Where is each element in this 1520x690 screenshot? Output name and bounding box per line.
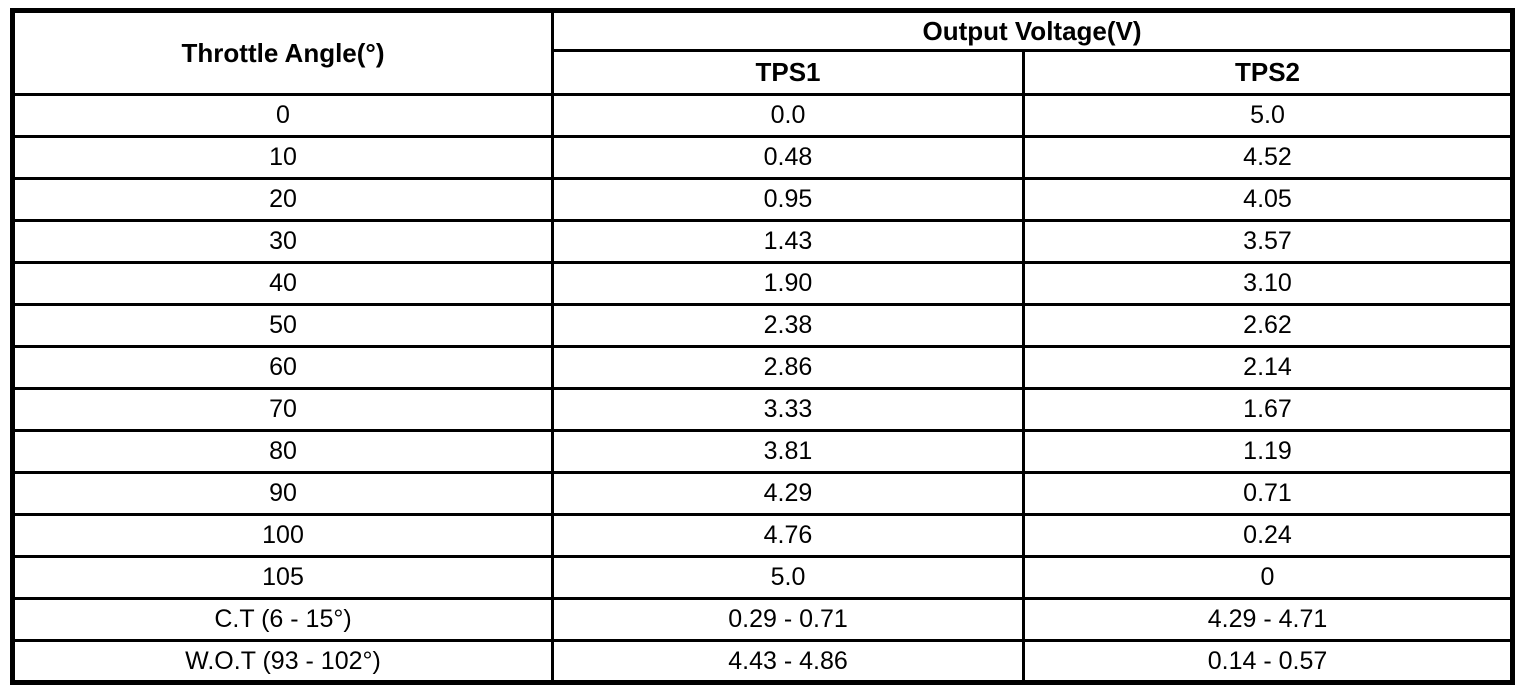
table-header: Throttle Angle(°) Output Voltage(V) TPS1…: [11, 9, 1515, 96]
tps-voltage-table: Throttle Angle(°) Output Voltage(V) TPS1…: [10, 8, 1516, 685]
tps2-header: TPS2: [1021, 49, 1515, 96]
tps2-cell: 4.05: [1021, 177, 1515, 222]
table-row: 40 1.90 3.10: [11, 261, 1515, 306]
table-row: 80 3.81 1.19: [11, 429, 1515, 474]
throttle-angle-cell: 0: [11, 93, 554, 138]
tps1-cell: 3.33: [551, 387, 1025, 432]
throttle-angle-cell: 60: [11, 345, 554, 390]
table-row: 10 0.48 4.52: [11, 135, 1515, 180]
tps2-cell: 0.24: [1021, 513, 1515, 558]
throttle-angle-cell: 50: [11, 303, 554, 348]
tps2-cell: 5.0: [1021, 93, 1515, 138]
table-row: 30 1.43 3.57: [11, 219, 1515, 264]
tps2-cell: 4.29 - 4.71: [1021, 597, 1515, 642]
throttle-angle-header: Throttle Angle(°): [11, 9, 554, 96]
table-row: W.O.T (93 - 102°) 4.43 - 4.86 0.14 - 0.57: [11, 639, 1515, 684]
tps1-cell: 0.48: [551, 135, 1025, 180]
throttle-angle-cell: 30: [11, 219, 554, 264]
tps2-cell: 3.57: [1021, 219, 1515, 264]
throttle-angle-cell: 100: [11, 513, 554, 558]
tps1-cell: 4.43 - 4.86: [551, 639, 1025, 684]
throttle-angle-cell: 80: [11, 429, 554, 474]
tps2-cell: 0.14 - 0.57: [1021, 639, 1515, 684]
tps1-cell: 3.81: [551, 429, 1025, 474]
throttle-angle-cell: 105: [11, 555, 554, 600]
table-row: 105 5.0 0: [11, 555, 1515, 600]
tps2-cell: 4.52: [1021, 135, 1515, 180]
header-row-sub: TPS1 TPS2: [13, 49, 1515, 96]
output-voltage-header: Output Voltage(V): [550, 9, 1515, 52]
tps1-cell: 1.90: [551, 261, 1025, 306]
table-row: 70 3.33 1.67: [11, 387, 1515, 432]
tps1-cell: 2.86: [551, 345, 1025, 390]
tps2-cell: 2.14: [1021, 345, 1515, 390]
tps2-cell: 2.62: [1021, 303, 1515, 348]
throttle-angle-cell: 90: [11, 471, 554, 516]
table-row: 0 0.0 5.0: [11, 93, 1515, 138]
tps1-cell: 4.29: [551, 471, 1025, 516]
tps-voltage-table-container: Throttle Angle(°) Output Voltage(V) TPS1…: [10, 8, 1516, 685]
tps2-cell: 0: [1021, 555, 1515, 600]
table-row: 100 4.76 0.24: [11, 513, 1515, 558]
table-row: 90 4.29 0.71: [11, 471, 1515, 516]
tps1-cell: 0.29 - 0.71: [551, 597, 1025, 642]
header-row-group: Throttle Angle(°) Output Voltage(V): [11, 9, 1515, 96]
table-row: C.T (6 - 15°) 0.29 - 0.71 4.29 - 4.71: [11, 597, 1515, 642]
throttle-angle-cell: 40: [11, 261, 554, 306]
throttle-angle-cell: 10: [11, 135, 554, 180]
throttle-angle-cell: 70: [11, 387, 554, 432]
tps1-header: TPS1: [551, 49, 1025, 96]
tps1-cell: 2.38: [551, 303, 1025, 348]
table-row: 50 2.38 2.62: [11, 303, 1515, 348]
table-row: 60 2.86 2.14: [11, 345, 1515, 390]
throttle-angle-cell: W.O.T (93 - 102°): [11, 639, 554, 684]
tps1-cell: 4.76: [551, 513, 1025, 558]
throttle-angle-cell: C.T (6 - 15°): [11, 597, 554, 642]
table-row: 20 0.95 4.05: [11, 177, 1515, 222]
throttle-angle-cell: 20: [11, 177, 554, 222]
tps2-cell: 1.67: [1021, 387, 1515, 432]
tps1-cell: 5.0: [551, 555, 1025, 600]
tps2-cell: 1.19: [1021, 429, 1515, 474]
tps2-cell: 3.10: [1021, 261, 1515, 306]
table-body: 0 0.0 5.0 10 0.48 4.52 20 0.95 4.05 30 1.43 3.57 40 1…: [11, 93, 1515, 684]
tps1-cell: 0.0: [551, 93, 1025, 138]
tps2-cell: 0.71: [1021, 471, 1515, 516]
tps1-cell: 0.95: [551, 177, 1025, 222]
tps1-cell: 1.43: [551, 219, 1025, 264]
